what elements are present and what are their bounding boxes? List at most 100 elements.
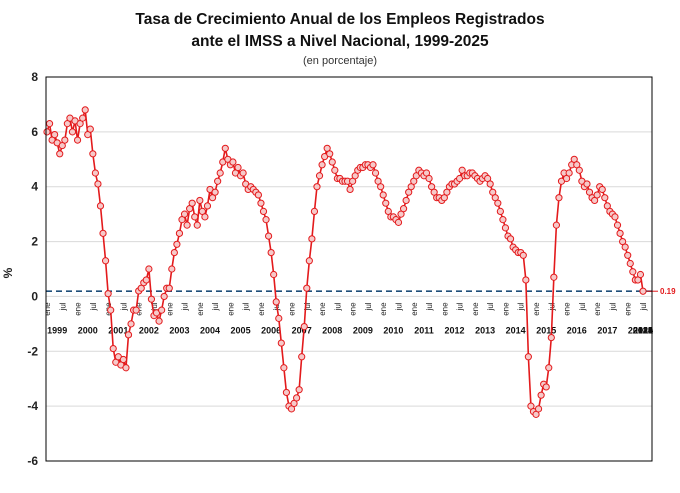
data-point <box>280 364 288 372</box>
data-point <box>621 243 629 251</box>
y-tick-label: 6 <box>31 125 38 139</box>
last-value-label: 0.19 <box>660 287 676 296</box>
data-point <box>624 251 632 259</box>
x-month-label: jul <box>89 302 98 311</box>
data-point <box>371 169 380 177</box>
data-point <box>214 177 222 185</box>
data-point <box>308 235 316 243</box>
data-point <box>94 180 102 188</box>
x-month-label: jul <box>394 302 403 311</box>
data-point <box>547 333 555 342</box>
data-point <box>331 166 339 174</box>
data-point <box>264 232 273 240</box>
data-point <box>170 248 178 257</box>
data-point <box>211 188 219 196</box>
x-month-label: ene <box>43 302 52 316</box>
data-point <box>91 169 99 177</box>
data-point <box>158 306 166 314</box>
x-month-label: jul <box>456 302 465 311</box>
data-point <box>295 386 303 394</box>
chart-subtitle: (en porcentaje) <box>303 55 377 67</box>
data-point <box>310 207 319 215</box>
y-tick-label: 4 <box>31 180 38 194</box>
data-point <box>277 339 285 347</box>
data-point <box>196 196 204 205</box>
data-point <box>629 268 637 276</box>
data-point <box>282 388 291 397</box>
y-tick-label: -4 <box>27 399 38 413</box>
x-year-label: 2001 <box>108 325 128 335</box>
data-point <box>399 205 408 213</box>
data-point <box>119 355 128 364</box>
data-point <box>275 314 283 322</box>
data-point <box>188 199 196 207</box>
data-point <box>191 213 199 221</box>
x-year-label: 2002 <box>139 325 159 335</box>
x-month-label: jul <box>211 302 220 311</box>
x-month-label: ene <box>288 302 297 316</box>
x-year-label: 2009 <box>353 325 373 335</box>
x-year-label: 2010 <box>383 325 403 335</box>
data-point <box>147 295 156 303</box>
data-point <box>45 120 54 128</box>
data-point <box>132 306 140 314</box>
data-point <box>300 323 308 331</box>
data-point <box>382 199 390 207</box>
x-month-label: jul <box>608 302 617 311</box>
data-point <box>626 259 634 268</box>
x-month-label: ene <box>318 302 327 316</box>
data-point <box>193 221 201 229</box>
x-month-label: jul <box>58 302 67 311</box>
x-month-label: ene <box>74 302 83 316</box>
x-axis-labels: enejulenejulenejulenejulenejulenejulenej… <box>43 302 653 336</box>
data-point <box>298 353 306 361</box>
data-point <box>519 251 527 259</box>
data-point <box>99 229 107 237</box>
x-month-label: ene <box>563 302 572 316</box>
data-point <box>270 270 278 279</box>
data-point <box>501 224 510 232</box>
x-year-label: 2018 <box>628 325 648 335</box>
x-year-label: 2012 <box>445 325 465 335</box>
data-point <box>107 306 115 314</box>
y-tick-label: 0 <box>31 289 38 303</box>
x-month-label: ene <box>440 302 449 316</box>
data-point <box>262 216 270 224</box>
data-point <box>122 364 130 372</box>
x-month-label: jul <box>486 302 495 311</box>
data-point <box>639 287 647 295</box>
data-point <box>369 161 377 169</box>
x-month-label: jul <box>242 302 251 311</box>
data-point <box>616 229 624 237</box>
x-month-label: ene <box>532 302 541 316</box>
x-month-label: ene <box>196 302 205 316</box>
data-point <box>180 210 189 218</box>
data-point <box>216 169 224 177</box>
data-point <box>104 290 112 298</box>
data-point <box>124 331 133 339</box>
data-point <box>506 235 515 243</box>
x-month-label: jul <box>181 302 190 311</box>
data-point <box>575 166 583 174</box>
data-point <box>89 150 97 158</box>
data-point <box>221 144 229 152</box>
data-point <box>583 180 591 188</box>
data-point <box>165 284 173 292</box>
data-point <box>127 320 135 328</box>
data-point <box>305 257 313 265</box>
x-year-label: 2000 <box>78 325 98 335</box>
data-point <box>239 169 247 177</box>
y-axis-ticks: -6 -4 -2 0 2 4 6 8 <box>27 70 38 468</box>
data-point <box>486 180 494 188</box>
x-month-label: jul <box>364 302 373 311</box>
x-year-label: 2013 <box>475 325 495 335</box>
x-year-label: 1999 <box>47 325 67 335</box>
data-point <box>394 218 403 226</box>
x-month-label: jul <box>119 302 128 311</box>
plot-frame <box>45 76 653 462</box>
x-year-label: 2022 <box>633 325 653 335</box>
data-point <box>402 196 410 205</box>
data-point <box>328 158 336 166</box>
data-point <box>601 194 609 202</box>
